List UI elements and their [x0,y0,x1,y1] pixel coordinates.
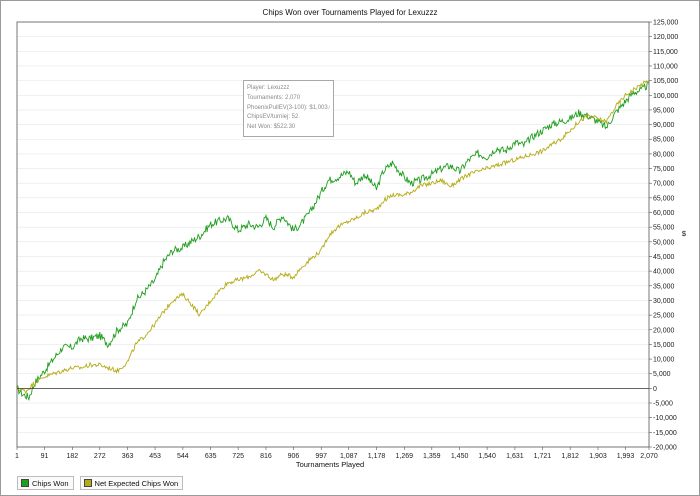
y-tick-label: 115,000 [653,49,678,56]
y-tick-label: 70,000 [653,181,675,188]
player-stats-box: Player: Lexuzzz Tournaments: 2,070 Phoen… [243,80,334,137]
legend-label: Net Expected Chips Won [94,478,179,488]
y-axis-title: $ [682,229,687,238]
y-tick-label: 15,000 [653,342,675,349]
legend-label: Chips Won [32,478,69,488]
y-tick-label: -20,000 [653,445,677,452]
y-tick-label: 90,000 [653,122,675,129]
y-tick-label: 50,000 [653,239,675,246]
x-axis-title: Tournaments Played [296,460,364,469]
y-tick-label: 60,000 [653,210,675,217]
x-tick-label: 906 [288,453,300,460]
legend-item-net-expected[interactable]: Net Expected Chips Won [79,476,184,490]
y-tick-label: -5,000 [653,401,673,408]
series-line-chips-won [16,80,650,402]
y-tick-label: 65,000 [653,195,675,202]
stat-net-won: Net Won: $522.30 [247,124,296,131]
y-tick-label: 120,000 [653,34,678,41]
y-tick-label: 125,000 [653,20,678,27]
x-tick-label: 725 [232,453,244,460]
y-tick-label: 110,000 [653,63,678,70]
legend-swatch-green [21,479,29,487]
x-tick-label: 1,540 [478,453,496,460]
legend-item-chips-won[interactable]: Chips Won [17,476,74,490]
axes [16,21,650,448]
y-tick-label: 100,000 [653,93,678,100]
y-tick-label: 20,000 [653,327,675,334]
x-tick-label: 453 [149,453,161,460]
legend-swatch-olive [83,479,92,487]
series-lines [16,80,650,402]
x-tick-label: 997 [315,453,327,460]
y-ticks: -20,000 -15,000 -10,000 -5,000 0 5,000 10,000 1… [649,20,678,452]
y-tick-label: 35,000 [653,283,675,290]
x-tick-label: 1,178 [368,453,386,460]
x-tick-label: 1,631 [506,453,524,460]
legend: Chips Won Net Expected Chips Won [17,476,184,490]
stat-player: Player: Lexuzzz [247,85,290,91]
x-tick-label: 635 [205,453,217,460]
y-tick-label: 30,000 [653,298,675,305]
plot-area-border [16,21,650,448]
chart-title: Chips Won over Tournaments Played for Le… [263,8,438,17]
x-tick-label: 816 [260,453,272,460]
stat-tournaments: Tournaments: 2,070 [247,94,301,101]
y-tick-label: 10,000 [653,357,675,364]
y-tick-label: 5,000 [653,371,671,378]
y-tick-label: 0 [653,386,657,393]
y-tick-label: 55,000 [653,225,675,232]
x-tick-label: 1,721 [534,453,552,460]
x-tick-label: 1,993 [617,453,635,460]
y-tick-label: 25,000 [653,313,675,320]
y-tick-label: 40,000 [653,269,675,276]
x-tick-label: 272 [94,453,106,460]
x-tick-label: 1,087 [340,453,358,460]
x-tick-label: 1 [15,453,19,460]
x-tick-label: 1,269 [396,453,414,460]
y-tick-label: 80,000 [653,151,675,158]
x-tick-label: 1,903 [589,453,607,460]
y-tick-label: 75,000 [653,166,675,173]
y-tick-label: 45,000 [653,254,675,261]
x-tick-label: 91 [41,453,49,460]
x-tick-label: 1,359 [423,453,441,460]
stat-chips-ev: ChipsEV/turniej: 52 [247,114,299,121]
y-tick-label: 95,000 [653,107,675,114]
x-tick-label: 182 [66,453,78,460]
stat-phoenix-ev: PhoenixPullEV(3-100): $1,003.09 [247,104,330,111]
x-tick-label: 2,070 [640,453,658,460]
x-tick-label: 1,812 [561,453,579,460]
series-line-net-expected [16,80,650,395]
y-tick-label: 105,000 [653,78,678,85]
y-tick-label: -15,000 [653,430,677,437]
y-tick-label: 85,000 [653,137,675,144]
y-tick-label: -10,000 [653,415,677,422]
x-tick-label: 1,450 [451,453,469,460]
x-tick-label: 544 [177,453,189,460]
x-ticks: 1 91 182 272 363 453 544 635 725 816 906 997 1,087 1,… [15,447,658,460]
x-tick-label: 363 [122,453,134,460]
